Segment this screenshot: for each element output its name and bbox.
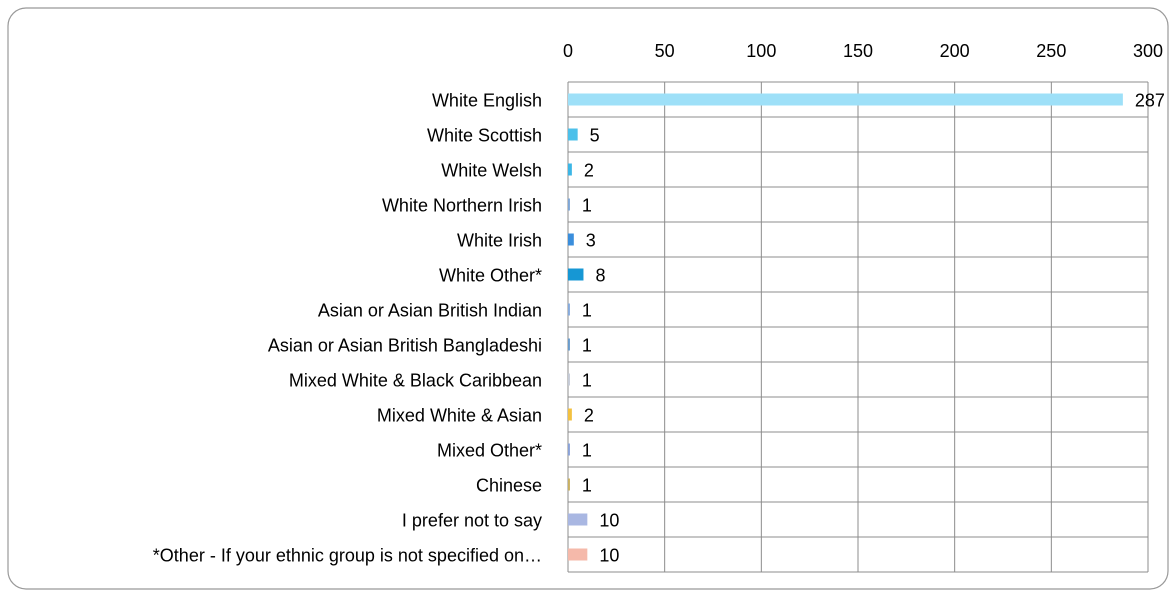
value-label: 8: [595, 265, 605, 285]
bar: [568, 443, 570, 456]
bar: [568, 303, 570, 316]
y-tick-label: Mixed White & Asian: [377, 405, 542, 425]
y-tick-label: White Welsh: [441, 160, 542, 180]
value-label: 1: [582, 300, 592, 320]
x-tick-label: 300: [1133, 41, 1163, 61]
value-label: 1: [582, 195, 592, 215]
value-label: 2: [584, 405, 594, 425]
x-tick-label: 150: [843, 41, 873, 61]
y-tick-label: *Other - If your ethnic group is not spe…: [153, 545, 542, 565]
y-tick-label: Mixed Other*: [437, 440, 542, 460]
y-tick-label: Mixed White & Black Caribbean: [289, 370, 542, 390]
bar: [568, 198, 570, 211]
bar: [568, 548, 588, 561]
bar: [568, 163, 572, 176]
y-tick-label: White Scottish: [427, 125, 542, 145]
value-label: 10: [599, 545, 619, 565]
value-label: 3: [586, 230, 596, 250]
bar: [568, 268, 584, 281]
value-label: 1: [582, 475, 592, 495]
value-label: 1: [582, 335, 592, 355]
y-tick-label: White Other*: [439, 265, 542, 285]
x-tick-label: 250: [1036, 41, 1066, 61]
x-tick-label: 100: [746, 41, 776, 61]
bar: [568, 338, 570, 351]
y-tick-label: Asian or Asian British Bangladeshi: [268, 335, 542, 355]
value-label: 2: [584, 160, 594, 180]
value-label: 1: [582, 440, 592, 460]
y-tick-label: Chinese: [476, 475, 542, 495]
bar: [568, 233, 574, 246]
bar: [568, 373, 570, 386]
y-tick-label: Asian or Asian British Indian: [318, 300, 542, 320]
x-tick-label: 200: [940, 41, 970, 61]
y-tick-label: White Irish: [457, 230, 542, 250]
x-tick-label: 50: [655, 41, 675, 61]
x-tick-label: 0: [563, 41, 573, 61]
bar: [568, 408, 572, 421]
value-label: 1: [582, 370, 592, 390]
y-tick-label: I prefer not to say: [402, 510, 542, 530]
bar: [568, 93, 1123, 106]
y-tick-label: White English: [432, 90, 542, 110]
value-label: 287: [1135, 90, 1165, 110]
value-label: 5: [590, 125, 600, 145]
y-tick-label: White Northern Irish: [382, 195, 542, 215]
bar: [568, 128, 578, 141]
bar: [568, 478, 570, 491]
bar: [568, 513, 588, 526]
chart-frame: [7, 7, 1169, 590]
value-label: 10: [599, 510, 619, 530]
